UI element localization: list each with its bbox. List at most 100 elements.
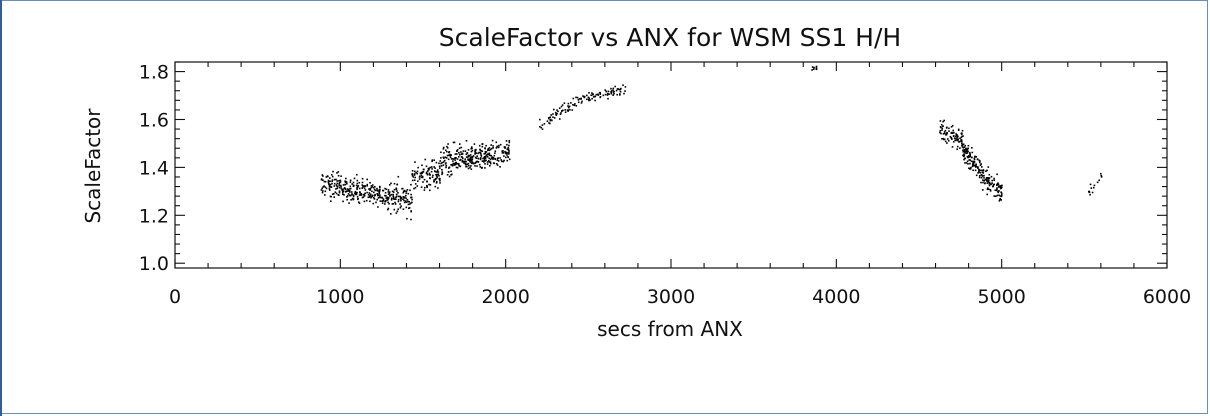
- data-point: [397, 175, 400, 178]
- data-point: [370, 186, 373, 189]
- data-point: [586, 94, 588, 97]
- data-point: [484, 160, 486, 162]
- data-point: [464, 158, 466, 160]
- data-point: [453, 158, 455, 160]
- data-point: [371, 190, 373, 193]
- data-point: [942, 120, 944, 123]
- data-point: [379, 194, 381, 196]
- data-point: [460, 153, 463, 155]
- data-point: [503, 159, 505, 162]
- data-point: [423, 168, 425, 171]
- data-point: [336, 180, 338, 182]
- data-point: [589, 99, 591, 101]
- data-point: [352, 198, 355, 201]
- data-point: [392, 203, 394, 205]
- data-point: [549, 118, 552, 121]
- data-point: [385, 197, 387, 199]
- data-point: [462, 150, 465, 152]
- data-point: [329, 180, 331, 183]
- data-point: [991, 182, 993, 184]
- data-point: [321, 174, 324, 176]
- data-point: [604, 89, 606, 91]
- data-point: [1093, 184, 1096, 187]
- data-point: [949, 135, 952, 138]
- data-point: [410, 218, 412, 221]
- x-tick-label: 0: [169, 286, 181, 308]
- data-point: [811, 66, 814, 68]
- data-point: [962, 150, 965, 152]
- data-point: [350, 199, 352, 201]
- data-point: [351, 191, 353, 193]
- data-point: [557, 110, 559, 113]
- data-point: [960, 132, 963, 135]
- data-point: [431, 166, 433, 168]
- data-point: [967, 163, 969, 165]
- data-point: [948, 127, 950, 130]
- data-point: [983, 177, 985, 179]
- data-point: [327, 181, 330, 184]
- data-point: [432, 174, 434, 177]
- data-point: [489, 154, 491, 157]
- data-point: [444, 156, 447, 158]
- data-point: [623, 92, 625, 95]
- data-point: [480, 157, 482, 159]
- data-point: [460, 146, 463, 149]
- data-point: [478, 151, 480, 154]
- data-point: [559, 118, 561, 120]
- data-point: [986, 188, 989, 191]
- data-point: [387, 208, 389, 211]
- data-point: [492, 157, 494, 160]
- data-point: [334, 191, 337, 193]
- data-point: [979, 164, 982, 167]
- data-point: [481, 160, 484, 162]
- data-point: [422, 181, 424, 183]
- data-point: [458, 153, 461, 156]
- data-point: [440, 157, 442, 159]
- data-point: [484, 147, 486, 149]
- data-point: [488, 161, 491, 163]
- data-point: [973, 157, 976, 160]
- data-point: [454, 157, 456, 159]
- data-point: [616, 88, 619, 90]
- data-point: [378, 192, 381, 195]
- data-point: [467, 162, 470, 165]
- data-point: [493, 162, 496, 165]
- data-point: [497, 146, 500, 149]
- data-point: [370, 185, 373, 187]
- data-point: [956, 148, 958, 150]
- data-point: [508, 153, 510, 155]
- data-point: [386, 199, 389, 201]
- data-point: [980, 163, 982, 165]
- data-point: [496, 164, 499, 166]
- data-point: [405, 201, 408, 203]
- data-point: [507, 146, 509, 149]
- data-point: [440, 151, 442, 154]
- data-point: [602, 94, 605, 97]
- data-point: [541, 128, 544, 130]
- data-point: [506, 154, 508, 156]
- data-point: [588, 97, 590, 99]
- data-point: [356, 179, 359, 182]
- data-point: [482, 160, 485, 162]
- data-point: [335, 188, 337, 190]
- data-point: [968, 159, 970, 161]
- data-point: [993, 177, 995, 180]
- data-point: [467, 159, 470, 161]
- data-point: [476, 155, 478, 157]
- data-point: [972, 160, 974, 163]
- data-point: [364, 192, 366, 195]
- data-point: [597, 93, 599, 96]
- data-point: [417, 180, 419, 182]
- data-point: [441, 171, 443, 173]
- data-point: [990, 183, 992, 186]
- data-point: [980, 176, 983, 179]
- data-point: [973, 158, 976, 161]
- data-point: [381, 202, 384, 204]
- data-point: [496, 159, 499, 161]
- data-point: [340, 175, 342, 177]
- data-point: [363, 200, 366, 203]
- data-point: [335, 184, 338, 187]
- data-point: [344, 188, 347, 191]
- data-point: [486, 163, 489, 165]
